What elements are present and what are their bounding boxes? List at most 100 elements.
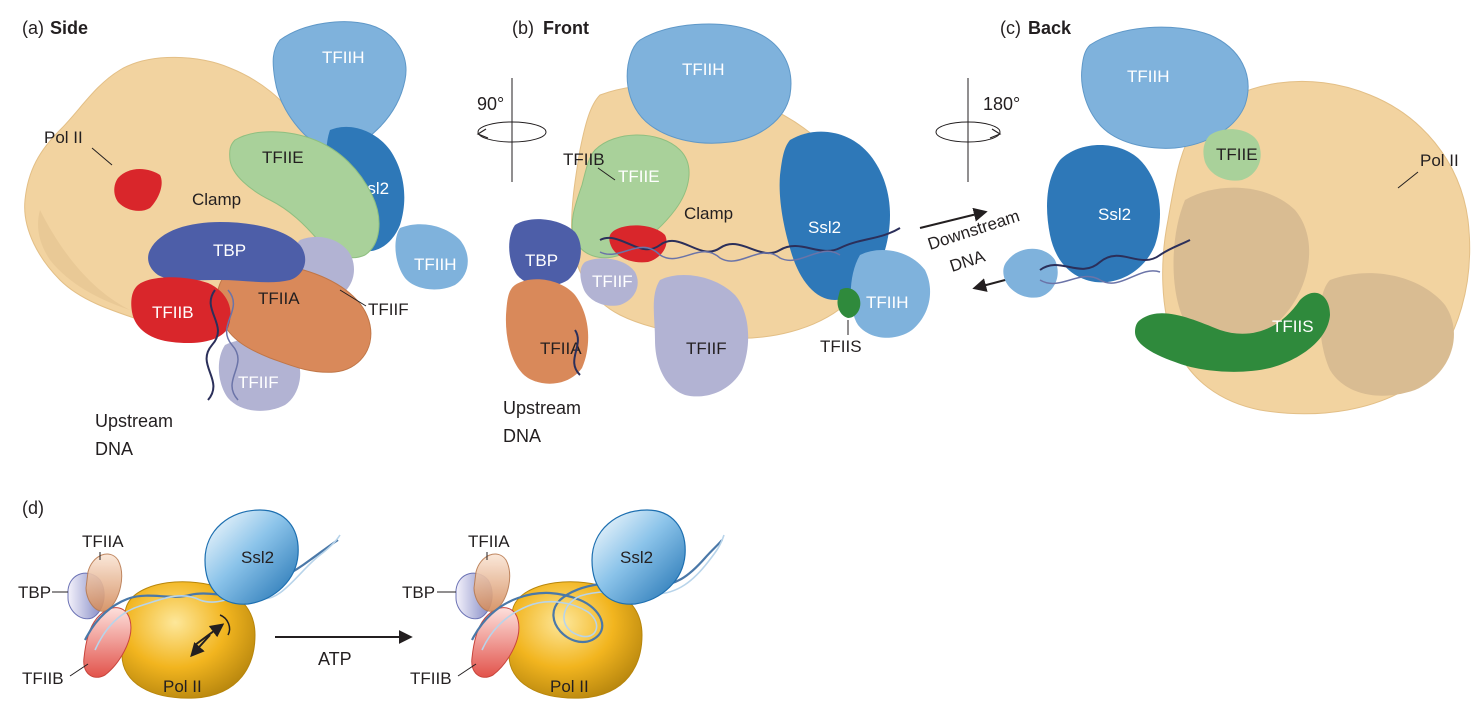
upstream-dna-a <box>205 289 239 401</box>
tfiib-leader-b <box>597 167 616 181</box>
tfiih-label-c: TFIIH <box>1127 67 1170 86</box>
tfiia-surface-b <box>505 279 589 384</box>
ssl2-label-d2: Ssl2 <box>620 548 653 567</box>
tfiih-label-b2: TFIIH <box>866 293 909 312</box>
atp-label: ATP <box>318 649 352 669</box>
panel-c: (c) Back TFIIH TFIIE Ssl2 TFIIS Pol II <box>1000 18 1471 415</box>
tfiia-label-d1: TFIIA <box>82 532 124 551</box>
tfiih-label-a2: TFIIH <box>414 255 457 274</box>
tfiih-surface-c2 <box>1003 248 1058 298</box>
ssl2-blob-d2 <box>591 509 686 605</box>
tfiib-label-b: TFIIB <box>563 150 605 169</box>
panel-b-tag: (b) <box>512 18 534 38</box>
panel-c-tag: (c) <box>1000 18 1021 38</box>
dna-d2 <box>471 539 723 643</box>
tbp-surface-b <box>509 219 581 287</box>
dna-label-a: DNA <box>95 439 133 459</box>
clamp-label-b: Clamp <box>684 204 733 223</box>
rotation-90-indicator: 90° <box>476 78 547 182</box>
ssl2-blob-d1 <box>204 509 299 605</box>
tfiis-surface-c <box>1135 292 1330 372</box>
tfiih-surface-b2 <box>850 250 931 338</box>
tfiib-blob-d1 <box>83 607 132 678</box>
tbp-label-b: TBP <box>525 251 558 270</box>
tfiis-surface-b <box>837 288 861 318</box>
upstream-label-a: Upstream <box>95 411 173 431</box>
tfiif-label-b2: TFIIF <box>686 339 727 358</box>
pol2-surface-shade <box>38 210 130 310</box>
rotation-90-loop <box>477 121 547 143</box>
tbp-surface-a <box>148 222 306 283</box>
rotation-90-arrowhead <box>476 128 489 139</box>
tfiib-label-a: TFIIB <box>152 303 194 322</box>
tfiih-label-b1: TFIIH <box>682 60 725 79</box>
tfiif-label-a: TFIIF <box>368 300 409 319</box>
ssl2-label-c: Ssl2 <box>1098 205 1131 224</box>
downstream-arrow-right <box>919 207 988 229</box>
tfiia-blob-d1 <box>85 553 123 612</box>
panel-b: (b) Front TFIIH Ssl2 TFIIH TFIIE Clamp T… <box>503 18 931 446</box>
tfiia-label-b: TFIIA <box>540 339 582 358</box>
upstream-label-b: Upstream <box>503 398 581 418</box>
rotation-180-loop <box>935 121 1001 143</box>
tfiif-surface-b1 <box>580 258 638 306</box>
downstream-label: Downstream <box>925 206 1022 254</box>
ssl2-label-d1: Ssl2 <box>241 548 274 567</box>
tfiie-label-a: TFIIE <box>262 148 304 167</box>
tfiib-surface-a <box>131 277 231 344</box>
pol2-blob-d1 <box>121 581 256 699</box>
schematic-after: Pol II Ssl2 TFIIA TBP TFIIB <box>402 509 725 699</box>
tfiib-label-d1: TFIIB <box>22 669 64 688</box>
tfiia-label-a: TFIIA <box>258 289 300 308</box>
tfiie-label-c: TFIIE <box>1216 145 1258 164</box>
panel-a-title: Side <box>50 18 88 38</box>
panel-b-title: Front <box>543 18 589 38</box>
tfiih-surface-b <box>626 23 792 144</box>
rotation-curve-d1 <box>219 614 231 636</box>
pol2-red-region <box>114 169 162 211</box>
rotation-arrow-d1b <box>190 634 211 658</box>
atp-transition: ATP <box>275 630 413 669</box>
ssl2-label-b: Ssl2 <box>808 218 841 237</box>
rotation-180-label: 180° <box>983 94 1020 114</box>
tfiib-label-d2: TFIIB <box>410 669 452 688</box>
pol2-label-a: Pol II <box>44 128 83 147</box>
tfiis-label-b: TFIIS <box>820 337 862 356</box>
tfiih-surface-a2 <box>395 224 468 290</box>
pol2-label-d2: Pol II <box>550 677 589 696</box>
tfiif-label-a2: TFIIF <box>238 373 279 392</box>
tfiih-surface-c <box>1081 26 1249 149</box>
downstream-dna-label: DNA <box>947 246 988 275</box>
tfiib-leader-d1 <box>69 663 89 677</box>
dna-b <box>573 227 901 376</box>
dna-label-b: DNA <box>503 426 541 446</box>
tfiif-label-b1: TFIIF <box>592 272 633 291</box>
tbp-label-d2: TBP <box>402 583 435 602</box>
tfiif-surface-b2 <box>653 275 749 397</box>
pol2-label-d1: Pol II <box>163 677 202 696</box>
rotation-arrow-d1a <box>194 623 225 646</box>
tfiih-label-a1: TFIIH <box>322 48 365 67</box>
pol2-leader-c <box>1397 171 1419 189</box>
panel-a: (a) Side TFIIH Ssl2 TFIIH TFIIE Clamp TF… <box>22 18 468 459</box>
tfiia-blob-d2 <box>473 553 511 612</box>
panel-d: (d) Pol II Ssl2 TFIIA TBP <box>18 498 725 699</box>
rotation-180-arrowhead <box>989 128 1002 139</box>
panel-d-tag: (d) <box>22 498 44 518</box>
rotation-90-label: 90° <box>477 94 504 114</box>
tfiie-surface-a <box>229 131 380 259</box>
tfiie-label-b: TFIIE <box>618 167 660 186</box>
pol2-red-region-b <box>609 225 667 263</box>
pol2-label-c: Pol II <box>1420 151 1459 170</box>
tfiib-blob-d2 <box>471 607 520 678</box>
tfiie-surface-c <box>1203 129 1261 181</box>
tfiib-leader-d2 <box>457 663 477 677</box>
pol2-leader-a <box>91 147 113 166</box>
dna-c <box>1039 239 1191 285</box>
clamp-label-a: Clamp <box>192 190 241 209</box>
tfiif-leader-a <box>339 289 367 307</box>
panel-a-tag: (a) <box>22 18 44 38</box>
tfiia-label-d2: TFIIA <box>468 532 510 551</box>
pol2-surface-c-shade <box>1173 187 1310 343</box>
